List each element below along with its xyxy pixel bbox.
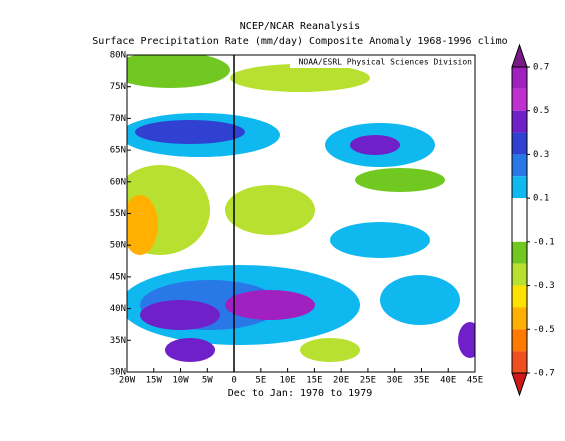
colorbar-label: 0.1 (533, 194, 549, 204)
colorbar-label: 0.3 (533, 150, 549, 160)
anomaly-field (127, 55, 475, 362)
colorbar-cap (511, 372, 528, 397)
lat-label: 80N (110, 51, 126, 61)
colorbar-cap (511, 43, 528, 68)
lon-label: 35E (413, 376, 429, 386)
lon-label: 10E (279, 376, 295, 386)
colorbar-band (512, 132, 527, 155)
lon-label: 0 (231, 376, 236, 386)
lat-label: 60N (110, 177, 126, 187)
colorbar-label: -0.5 (533, 325, 555, 335)
lon-label: 25E (360, 376, 376, 386)
colorbar-label: 0.7 (533, 63, 549, 73)
lon-label: 30E (387, 376, 403, 386)
title: NCEP/NCAR Reanalysis (240, 21, 360, 32)
footer: Dec to Jan: 1970 to 1979 (228, 388, 373, 399)
lat-label: 70N (110, 114, 126, 124)
colorbar-band (512, 329, 527, 352)
colorbar-band (512, 154, 527, 177)
colorbar-band (512, 176, 527, 199)
colorbar-band (512, 351, 527, 373)
colorbar-band (512, 198, 527, 220)
lon-label: 15E (306, 376, 322, 386)
colorbar-band (512, 220, 527, 242)
colorbar-label: -0.3 (533, 281, 555, 291)
lon-label: 40E (440, 376, 456, 386)
lon-label: 15W (146, 376, 163, 386)
subtitle: Surface Precipitation Rate (mm/day) Comp… (92, 36, 507, 47)
lon-label: 5E (255, 376, 266, 386)
lat-label: 75N (110, 82, 126, 92)
colorbar-label: 0.5 (533, 106, 549, 116)
colorbar-band (512, 88, 527, 111)
credit-box (290, 56, 474, 68)
lat-label: 40N (110, 304, 126, 314)
lon-label: 20W (119, 376, 136, 386)
colorbar-band (512, 110, 527, 133)
lon-label: 10W (172, 376, 189, 386)
lat-label: 65N (110, 146, 126, 156)
colorbar-band (512, 285, 527, 308)
lat-label: 35N (110, 336, 126, 346)
colorbar-band (512, 241, 527, 264)
colorbar-band (512, 263, 527, 286)
lat-label: 30N (110, 368, 126, 378)
lat-label: 55N (110, 209, 126, 219)
lon-label: 20E (333, 376, 349, 386)
lon-label: 5W (202, 376, 213, 386)
colorbar-label: -0.1 (533, 237, 555, 247)
lat-label: 50N (110, 241, 126, 251)
lat-label: 45N (110, 272, 126, 282)
lon-label: 45E (467, 376, 483, 386)
colorbar-band (512, 307, 527, 330)
colorbar-band (512, 67, 527, 89)
colorbar-label: -0.7 (533, 369, 555, 379)
credit: NOAA/ESRL Physical Sciences Division (299, 58, 473, 67)
